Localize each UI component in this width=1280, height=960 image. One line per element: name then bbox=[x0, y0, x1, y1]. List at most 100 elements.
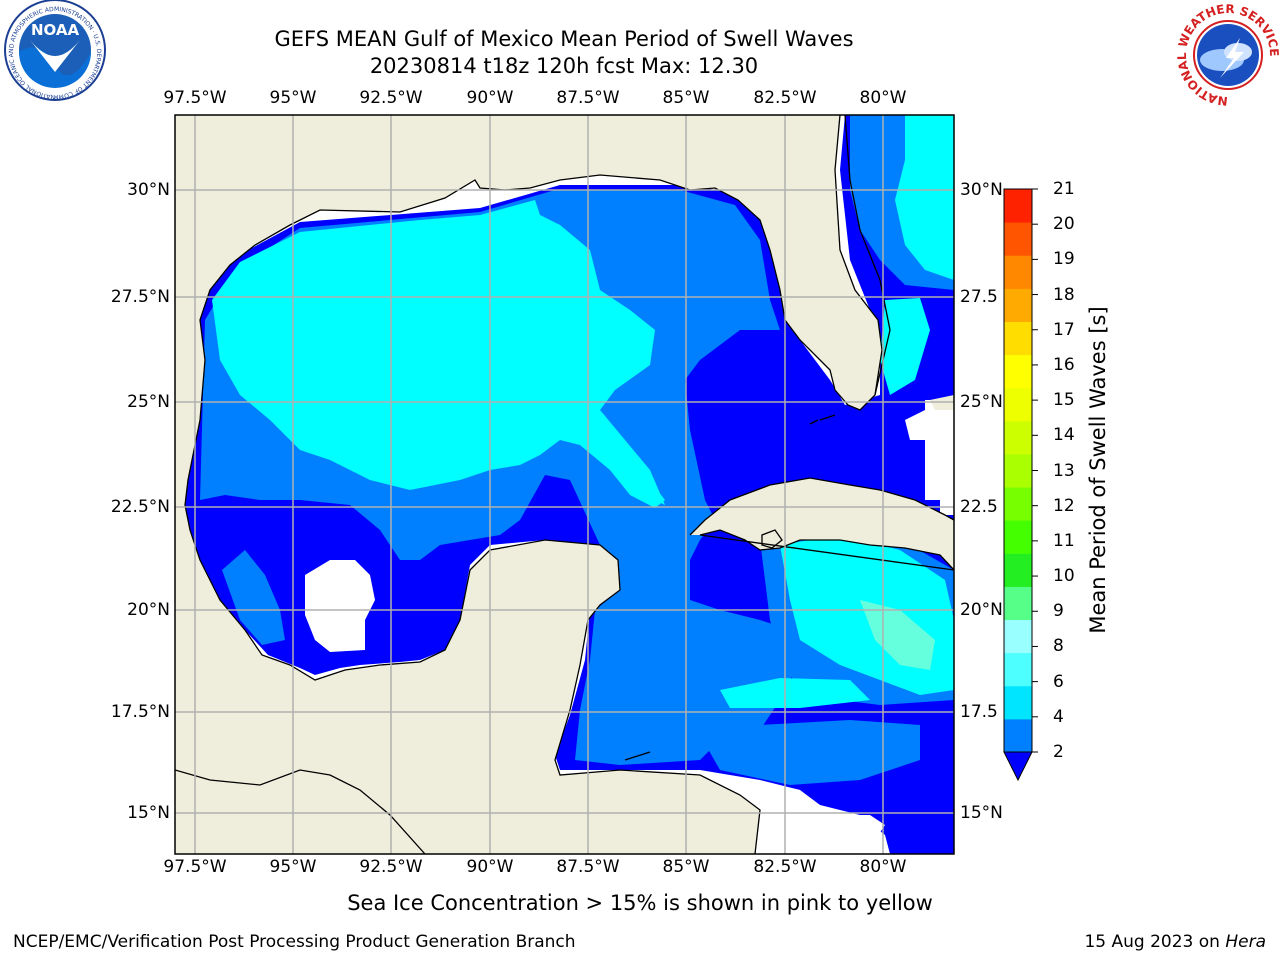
swell-field-6-8 bbox=[212, 200, 665, 505]
lat-tick-left: 15°N bbox=[127, 803, 170, 823]
swell-field-4-6-south bbox=[700, 720, 920, 785]
lon-tick-bottom: 92.5°W bbox=[359, 857, 423, 877]
colorbar: Mean Period of Swell Waves [s] bbox=[1003, 188, 1110, 782]
colorbar-tick-label: 15 bbox=[1053, 390, 1075, 411]
colorbar-segment bbox=[1004, 586, 1032, 621]
lat-tick-right: 17.5 bbox=[960, 702, 998, 722]
lat-tick-right: 15°N bbox=[960, 803, 1003, 823]
colorbar-segment bbox=[1004, 420, 1032, 455]
sea-ice-caption: Sea Ice Concentration > 15% is shown in … bbox=[347, 891, 933, 915]
footer-date-text: 15 Aug 2023 on bbox=[1084, 932, 1226, 952]
colorbar-segment bbox=[1004, 387, 1032, 422]
lon-tick-top: 80°W bbox=[859, 88, 907, 108]
coast-pacific bbox=[175, 769, 426, 854]
colorbar-tick-label: 12 bbox=[1053, 495, 1075, 516]
swell-nodata-south bbox=[755, 780, 810, 854]
coast-florida-east bbox=[844, 115, 891, 396]
map-frame bbox=[174, 114, 955, 855]
lon-tick-top: 82.5°W bbox=[753, 88, 817, 108]
lon-tick-bottom: 85°W bbox=[662, 857, 710, 877]
swell-nodata-southeast bbox=[830, 815, 885, 840]
colorbar-tick-label: 11 bbox=[1053, 530, 1075, 551]
lat-tick-right: 25°N bbox=[960, 392, 1003, 412]
colorbar-tick-label: 9 bbox=[1053, 601, 1064, 622]
colorbar-tick-label: 14 bbox=[1053, 425, 1075, 446]
lon-tick-top: 92.5°W bbox=[359, 88, 423, 108]
swell-field-6-8-streak bbox=[610, 468, 665, 508]
lon-tick-top: 90°W bbox=[466, 88, 514, 108]
lon-tick-top: 85°W bbox=[662, 88, 710, 108]
colorbar-segment bbox=[1004, 487, 1032, 521]
colorbar-tick-label: 8 bbox=[1053, 636, 1064, 657]
colorbar-segment bbox=[1004, 354, 1032, 389]
swell-field-6-8-keys bbox=[880, 298, 930, 395]
lat-tick-left: 30°N bbox=[127, 180, 170, 200]
colorbar-tick-label: 21 bbox=[1053, 179, 1075, 199]
lon-tick-bottom: 82.5°W bbox=[753, 857, 817, 877]
footer-credit: NCEP/EMC/Verification Post Processing Pr… bbox=[13, 932, 576, 952]
colorbar-segment bbox=[1004, 453, 1032, 488]
lat-tick-left: 20°N bbox=[127, 600, 170, 620]
nws-logo: NATIONAL WEATHER SERVICE bbox=[1175, 2, 1280, 108]
lat-tick-right: 20°N bbox=[960, 600, 1003, 620]
colorbar-segment bbox=[1004, 189, 1032, 223]
colorbar-lower-extend-arrow bbox=[1003, 751, 1033, 782]
lat-tick-left: 27.5°N bbox=[110, 287, 170, 307]
colorbar-tick-label: 20 bbox=[1053, 214, 1075, 235]
lon-tick-bottom: 87.5°W bbox=[556, 857, 620, 877]
colorbar-tick-label: 10 bbox=[1053, 566, 1075, 587]
colorbar-segment bbox=[1004, 520, 1032, 554]
colorbar-tick-label: 17 bbox=[1053, 319, 1075, 340]
graticule bbox=[175, 115, 954, 854]
colorbar-tick-label: 6 bbox=[1053, 671, 1064, 692]
colorbar-tick-label: 13 bbox=[1053, 460, 1075, 481]
lat-tick-left: 25°N bbox=[127, 392, 170, 412]
colorbar-segment bbox=[1004, 652, 1032, 687]
colorbar-segment bbox=[1004, 718, 1032, 753]
lat-tick-right: 30°N bbox=[960, 180, 1003, 200]
colorbar-segment bbox=[1004, 619, 1032, 654]
lon-tick-top: 87.5°W bbox=[556, 88, 620, 108]
coast-isla-juventud bbox=[761, 529, 783, 549]
coast-gulf bbox=[184, 115, 883, 854]
lon-tick-bottom: 80°W bbox=[859, 857, 907, 877]
chart-subtitle: 20230814 t18z 120h fcst Max: 12.30 bbox=[369, 54, 759, 78]
colorbar-segment bbox=[1004, 685, 1032, 720]
colorbar-tick-label: 18 bbox=[1053, 284, 1075, 305]
colorbar-segment bbox=[1004, 321, 1032, 356]
lat-tick-right: 27.5 bbox=[960, 287, 998, 307]
swell-field-6-8-florida bbox=[895, 115, 954, 280]
colorbar-segments bbox=[1004, 189, 1032, 753]
coast-keys bbox=[809, 414, 836, 425]
lon-tick-top: 97.5°W bbox=[163, 88, 227, 108]
colorbar-tick-label: 19 bbox=[1053, 249, 1075, 270]
colorbar-label: Mean Period of Swell Waves [s] bbox=[1086, 306, 1110, 633]
lat-tick-left: 22.5°N bbox=[110, 497, 170, 517]
swell-field-8-10-caribbean bbox=[860, 600, 935, 670]
colorbar-segment bbox=[1004, 255, 1032, 289]
lat-tick-right: 22.5 bbox=[960, 497, 998, 517]
swell-field-4-6-blob-west bbox=[222, 550, 285, 645]
swell-field-6-8-south bbox=[720, 678, 870, 708]
coast-honduras-islands bbox=[624, 751, 651, 761]
colorbar-segment bbox=[1004, 222, 1032, 256]
colorbar-tick-label: 16 bbox=[1053, 354, 1075, 375]
colorbar-tick-marks bbox=[1032, 188, 1038, 753]
map-area bbox=[174, 114, 955, 855]
noaa-logo-text: NOAA bbox=[31, 21, 80, 39]
colorbar-tick-label: 2 bbox=[1053, 742, 1064, 762]
swell-nodata-east bbox=[905, 410, 925, 440]
footer-machine: Hera bbox=[1225, 932, 1266, 952]
lon-tick-bottom: 97.5°W bbox=[163, 857, 227, 877]
noaa-logo: NOAA NATIONAL OCEANIC AND ATMOSPHERIC AD… bbox=[0, 0, 106, 101]
colorbar-segment bbox=[1004, 288, 1032, 322]
lat-tick-left: 17.5°N bbox=[110, 702, 170, 722]
colorbar-segment bbox=[1004, 553, 1032, 587]
footer-date: 15 Aug 2023 on Hera bbox=[1084, 932, 1266, 952]
lon-tick-top: 95°W bbox=[269, 88, 317, 108]
chart-title: GEFS MEAN Gulf of Mexico Mean Period of … bbox=[274, 27, 854, 51]
lon-tick-bottom: 95°W bbox=[269, 857, 317, 877]
lon-tick-bottom: 90°W bbox=[466, 857, 514, 877]
swell-nodata-bay bbox=[305, 560, 375, 652]
